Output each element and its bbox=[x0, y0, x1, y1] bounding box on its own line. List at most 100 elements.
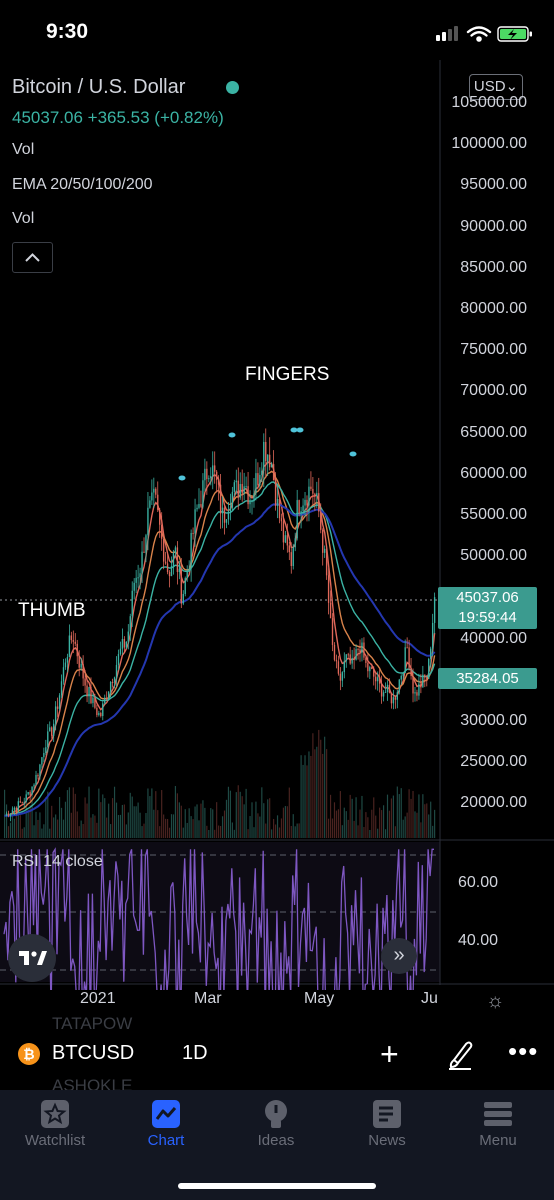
candle-body bbox=[420, 683, 422, 688]
candle-body bbox=[206, 468, 208, 480]
indicator-ema[interactable]: EMA 20/50/100/200 bbox=[12, 176, 153, 193]
candle-body bbox=[424, 674, 426, 678]
tradingview-logo[interactable] bbox=[8, 934, 56, 982]
candle-body bbox=[41, 757, 43, 765]
candle-body bbox=[94, 697, 96, 708]
volume-bar bbox=[420, 822, 422, 838]
candle-body bbox=[74, 641, 76, 644]
nav-menu[interactable]: Menu bbox=[448, 1098, 548, 1149]
nav-ideas[interactable]: Ideas bbox=[226, 1098, 326, 1149]
more-options-button[interactable]: ••• bbox=[508, 1036, 538, 1067]
volume-bar bbox=[57, 819, 59, 838]
volume-bar bbox=[106, 817, 108, 838]
candle-body bbox=[410, 668, 412, 676]
volume-bar bbox=[359, 809, 361, 838]
volume-bar bbox=[324, 736, 326, 838]
candle-body bbox=[174, 547, 177, 553]
volume-bar bbox=[186, 822, 188, 838]
candle-body bbox=[106, 697, 108, 700]
candle-body bbox=[235, 480, 237, 483]
volume-bar bbox=[384, 829, 387, 838]
candle-body bbox=[137, 577, 139, 579]
indicator-volume-2[interactable]: Vol bbox=[12, 210, 35, 227]
drawing-tools-button[interactable] bbox=[446, 1038, 474, 1070]
candle-body bbox=[347, 654, 349, 656]
price-axis-label: 60000.00 bbox=[460, 464, 527, 482]
signal-icon bbox=[436, 26, 458, 41]
volume-bar bbox=[292, 814, 294, 838]
volume-bar bbox=[208, 829, 210, 838]
currency-dropdown[interactable]: USD⌄ bbox=[469, 74, 523, 100]
candle-body bbox=[15, 807, 18, 811]
candle-body bbox=[361, 642, 363, 653]
chart-settings-icon[interactable]: ☼ bbox=[486, 990, 505, 1012]
candle-body bbox=[371, 667, 373, 670]
nav-news[interactable]: News bbox=[337, 1098, 437, 1149]
volume-bar bbox=[151, 788, 153, 838]
price-chart[interactable] bbox=[0, 60, 554, 990]
volume-bar bbox=[430, 801, 432, 838]
nav-chart[interactable]: Chart bbox=[116, 1098, 216, 1149]
volume-bar bbox=[200, 803, 202, 838]
volume-bar bbox=[231, 822, 233, 838]
volume-bar bbox=[300, 755, 302, 838]
candle-body bbox=[412, 675, 414, 694]
volume-bar bbox=[68, 787, 70, 838]
symbol-selector[interactable]: BTCUSD bbox=[52, 1042, 135, 1064]
collapse-legend-button[interactable] bbox=[12, 242, 53, 273]
volume-bar bbox=[278, 827, 281, 838]
volume-bar bbox=[349, 794, 351, 838]
interval-selector[interactable]: 1D bbox=[182, 1042, 208, 1064]
volume-bar bbox=[96, 822, 98, 838]
candle-body bbox=[7, 813, 10, 817]
candle-body bbox=[331, 618, 334, 645]
volume-bar bbox=[221, 816, 224, 838]
volume-bar bbox=[147, 788, 149, 838]
annotation-thumb[interactable]: THUMB bbox=[18, 600, 86, 621]
volume-bar bbox=[416, 812, 418, 838]
candle-body bbox=[147, 507, 149, 536]
candle-body bbox=[208, 478, 210, 480]
nav-watchlist[interactable]: Watchlist bbox=[5, 1098, 105, 1149]
candle-body bbox=[333, 644, 336, 660]
volume-bar bbox=[170, 814, 173, 838]
candle-body bbox=[45, 747, 47, 753]
candle-body bbox=[323, 548, 326, 553]
candle-body bbox=[414, 692, 416, 694]
scroll-to-realtime-button[interactable]: » bbox=[381, 938, 417, 974]
volume-bar bbox=[55, 814, 57, 838]
volume-bar bbox=[394, 826, 396, 838]
candle-body bbox=[219, 484, 222, 514]
candle-body bbox=[153, 488, 155, 493]
menu-icon bbox=[484, 1102, 512, 1126]
candle-body bbox=[306, 499, 308, 506]
add-indicator-button[interactable]: + bbox=[380, 1038, 399, 1070]
candle-body bbox=[223, 507, 226, 523]
symbol-title: Bitcoin / U.S. Dollar bbox=[12, 76, 186, 98]
volume-bar bbox=[373, 797, 375, 838]
candle-body bbox=[178, 568, 181, 572]
volume-bar bbox=[163, 814, 165, 838]
annotation-fingers[interactable]: FINGERS bbox=[245, 364, 330, 385]
volume-bar bbox=[198, 820, 200, 838]
candle-body bbox=[221, 507, 224, 514]
indicator-volume[interactable]: Vol bbox=[12, 141, 35, 158]
current-price-value: 45037.06 bbox=[456, 589, 519, 606]
volume-bar bbox=[5, 804, 8, 838]
volume-bar bbox=[353, 820, 355, 838]
candle-body bbox=[155, 488, 157, 495]
candle-body bbox=[400, 675, 402, 680]
volume-bar bbox=[308, 751, 310, 838]
volume-bar bbox=[188, 808, 190, 838]
volume-bar bbox=[74, 793, 76, 838]
candle-body bbox=[98, 712, 100, 716]
candle-body bbox=[408, 647, 410, 669]
volume-bar bbox=[434, 809, 436, 838]
candle-body bbox=[229, 507, 232, 512]
volume-bar bbox=[284, 806, 286, 838]
candle-body bbox=[200, 504, 202, 507]
candle-body bbox=[308, 486, 310, 506]
volume-bar bbox=[113, 786, 116, 838]
rsi-title[interactable]: RSI 14 close bbox=[12, 853, 103, 870]
annotation-marker bbox=[228, 432, 236, 438]
